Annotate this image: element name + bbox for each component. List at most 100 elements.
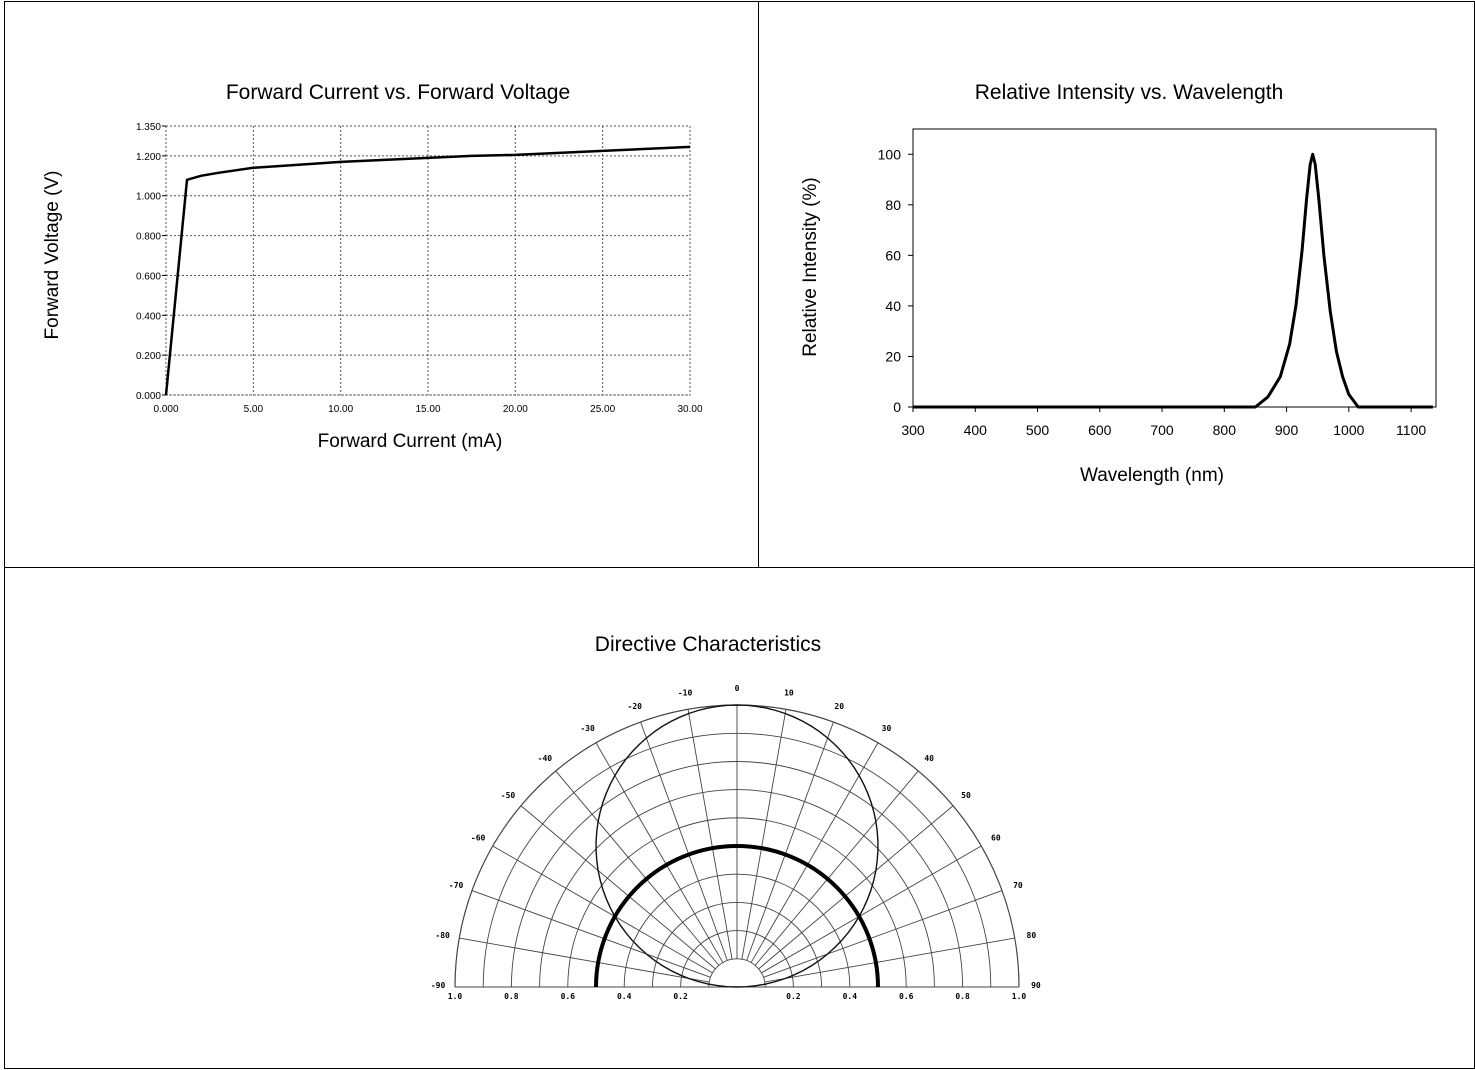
polar-ring	[482, 732, 992, 988]
polar-angle-label: 0	[735, 684, 740, 693]
spectrum-y-tick-label: 20	[885, 348, 901, 364]
polar-radius-label: 0.8	[504, 992, 519, 1001]
polar-ring	[651, 902, 823, 988]
polar-angle-label: -90	[431, 981, 446, 990]
iv-chart-plot: 0.000 5.00 10.00 15.00 20.00 25.00 30.00 0.000 0…	[136, 122, 703, 415]
iv-chart-xlabel: Forward Current (mA)	[318, 431, 503, 452]
polar-angle-label: -10	[678, 689, 693, 698]
iv-y-tick-label: 0.400	[136, 311, 161, 322]
polar-radius-label: 0.4	[843, 992, 858, 1001]
iv-x-tick-label: 10.00	[328, 404, 353, 415]
polar-ring	[539, 789, 935, 988]
polar-angle-label: 20	[834, 702, 844, 711]
spectrum-curve	[913, 152, 1433, 409]
spectrum-chart-plot: 300 400 500 600 700 800 900 1000 1100 0 20 40 60 80 10…	[878, 128, 1437, 438]
polar-spoke	[471, 890, 711, 978]
iv-y-tick-label: 0.000	[136, 391, 161, 402]
iv-x-tick-label: 0.000	[153, 404, 178, 415]
spectrum-chart-ylabel: Relative Intensity (%)	[800, 177, 821, 357]
polar-angle-label: -50	[501, 791, 516, 800]
polar-radius-label: 0.2	[786, 992, 801, 1001]
polar-ring	[567, 817, 907, 988]
iv-y-tick-label: 0.600	[136, 271, 161, 282]
polar-angle-label: -30	[580, 724, 595, 733]
polar-spoke	[741, 709, 787, 960]
spectrum-y-tick-label: 80	[885, 197, 901, 213]
spectrum-y-tick-label: 40	[885, 298, 901, 314]
spectrum-plot-frame	[912, 128, 1437, 408]
iv-x-tick-label: 5.00	[244, 404, 264, 415]
polar-spoke	[492, 845, 713, 974]
polar-angle-label: -20	[628, 702, 643, 711]
spectrum-y-tick-label: 100	[878, 146, 902, 162]
polar-angle-label: -70	[449, 881, 464, 890]
spectrum-x-tick-label: 700	[1150, 422, 1174, 438]
polar-radius-label: 1.0	[448, 992, 463, 1001]
polar-angle-label: 10	[784, 689, 794, 698]
polar-spoke	[754, 770, 919, 966]
iv-y-tick-label: 0.800	[136, 232, 161, 243]
spectrum-x-tick-label: 500	[1026, 422, 1050, 438]
iv-x-tick-label: 25.00	[590, 404, 615, 415]
spectrum-x-tick-label: 1100	[1396, 422, 1426, 438]
polar-angle-label: 40	[924, 754, 934, 763]
spectrum-x-tick-label: 300	[901, 422, 925, 438]
polar-spoke	[520, 805, 716, 970]
polar-spoke	[595, 742, 724, 963]
polar-radius-label: 0.6	[561, 992, 576, 1001]
iv-y-tick-label: 1.000	[136, 192, 161, 203]
spectrum-chart-panel	[758, 1, 1475, 568]
polar-spoke	[761, 845, 982, 974]
iv-y-tick-label: 0.200	[136, 351, 161, 362]
spectrum-y-tick-label: 60	[885, 247, 901, 263]
iv-x-tick-label: 15.00	[415, 404, 440, 415]
iv-y-tick-label: 1.200	[136, 152, 161, 163]
polar-spoke	[459, 937, 710, 983]
polar-radius-label: 0.4	[617, 992, 632, 1001]
spectrum-x-tick-label: 900	[1275, 422, 1299, 438]
polar-radius-label: 1.0	[1012, 992, 1027, 1001]
polar-angle-label: 70	[1013, 881, 1023, 890]
polar-half-intensity-curve	[594, 844, 880, 988]
iv-chart-ylabel: Forward Voltage (V)	[42, 171, 63, 340]
iv-curve	[164, 145, 691, 396]
polar-ring	[680, 930, 794, 988]
polar-spoke	[555, 770, 720, 966]
directive-chart-title: Directive Characteristics	[595, 633, 821, 656]
iv-x-tick-label: 20.00	[503, 404, 528, 415]
iv-x-tick-label: 30.00	[677, 404, 702, 415]
polar-spoke	[746, 721, 834, 961]
polar-angle-label: 30	[882, 724, 892, 733]
polar-radius-label: 0.8	[955, 992, 970, 1001]
polar-angle-label: 90	[1031, 981, 1041, 990]
spectrum-chart-xlabel: Wavelength (nm)	[1080, 465, 1224, 486]
polar-spoke	[750, 742, 879, 963]
spectrum-chart-title: Relative Intensity vs. Wavelength	[975, 81, 1284, 104]
polar-angle-label: 60	[991, 834, 1001, 843]
spectrum-y-tick-label: 0	[893, 399, 901, 415]
polar-angle-label: 80	[1027, 931, 1037, 940]
polar-spoke	[687, 709, 733, 960]
polar-radius-label: 0.6	[899, 992, 914, 1001]
spectrum-x-tick-label: 1000	[1333, 422, 1364, 438]
spectrum-x-tick-label: 800	[1213, 422, 1237, 438]
spectrum-x-tick-label: 600	[1088, 422, 1112, 438]
polar-spoke	[758, 805, 954, 970]
polar-spoke	[640, 721, 728, 961]
polar-angle-label: -40	[538, 754, 553, 763]
polar-ring	[708, 958, 766, 988]
polar-angle-label: 50	[961, 791, 971, 800]
directive-chart-plot: -90 -80 -70 -60 -50 -40 -30 -20 -10 0 10 20 30 40 50 60…	[431, 684, 1041, 1001]
polar-radius-label: 0.2	[673, 992, 688, 1001]
iv-y-tick-label: 1.350	[136, 122, 161, 133]
spectrum-x-tick-label: 400	[964, 422, 988, 438]
polar-ring	[623, 873, 851, 988]
iv-chart-title: Forward Current vs. Forward Voltage	[226, 81, 570, 104]
polar-spoke	[763, 890, 1003, 978]
polar-angle-label: -60	[471, 834, 486, 843]
iv-chart-panel	[4, 1, 759, 568]
polar-ring	[510, 761, 964, 988]
polar-spoke	[764, 937, 1015, 983]
